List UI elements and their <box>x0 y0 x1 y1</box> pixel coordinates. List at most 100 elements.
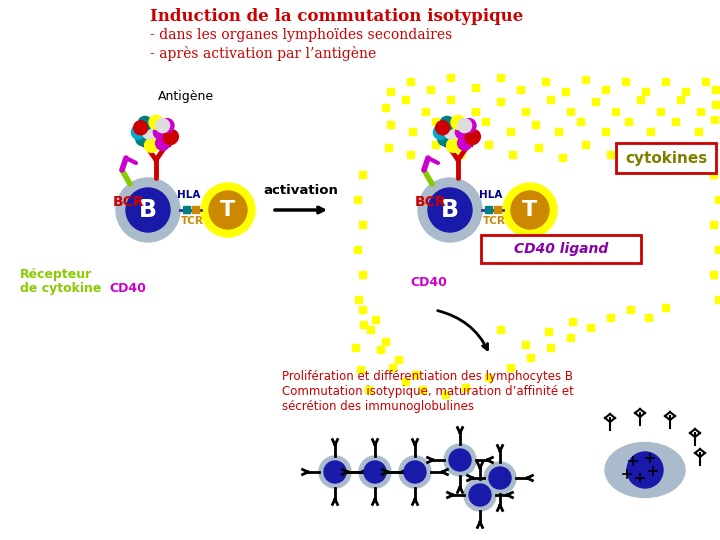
Circle shape <box>503 183 557 237</box>
Circle shape <box>143 125 156 139</box>
Circle shape <box>484 462 516 494</box>
Text: Commutation isotypique, maturation d’affinité et: Commutation isotypique, maturation d’aff… <box>282 385 574 398</box>
Bar <box>702 78 709 85</box>
Text: TCR: TCR <box>181 216 204 226</box>
Text: de cytokine: de cytokine <box>20 282 106 295</box>
Bar <box>582 141 589 148</box>
Text: BCR: BCR <box>113 195 145 209</box>
Circle shape <box>489 467 511 489</box>
Bar <box>607 314 614 321</box>
Bar <box>567 334 574 341</box>
Bar <box>432 118 439 125</box>
Text: CD40 ligand: CD40 ligand <box>514 242 608 256</box>
Circle shape <box>132 125 145 139</box>
Bar <box>545 328 552 335</box>
Text: T: T <box>523 200 538 220</box>
Bar <box>493 206 500 213</box>
Bar <box>710 271 717 278</box>
Bar <box>522 108 529 115</box>
Bar <box>472 84 479 91</box>
Bar <box>367 326 374 333</box>
Bar <box>559 154 566 161</box>
Text: Antigène: Antigène <box>158 90 214 103</box>
Bar <box>672 118 679 125</box>
Bar <box>507 128 514 135</box>
Bar <box>457 128 464 135</box>
Circle shape <box>433 125 447 139</box>
Bar <box>547 344 554 351</box>
Circle shape <box>462 119 476 133</box>
Bar <box>359 271 366 278</box>
Bar <box>592 98 599 105</box>
Bar <box>447 74 454 81</box>
Bar <box>462 384 469 391</box>
Bar <box>359 306 366 313</box>
Circle shape <box>455 125 469 139</box>
Bar <box>602 128 609 135</box>
Bar <box>710 221 717 228</box>
Circle shape <box>209 191 247 229</box>
Circle shape <box>465 131 480 145</box>
Bar <box>142 139 148 146</box>
Circle shape <box>145 138 158 152</box>
Text: Prolifération et différentiation des lymphocytes B: Prolifération et différentiation des lym… <box>282 370 573 383</box>
Bar <box>647 128 654 135</box>
Bar <box>527 354 534 361</box>
Bar <box>402 378 409 385</box>
Circle shape <box>359 456 391 488</box>
Circle shape <box>153 125 167 139</box>
Bar <box>357 366 364 373</box>
Bar <box>632 144 639 151</box>
Circle shape <box>149 116 163 129</box>
Circle shape <box>126 188 170 232</box>
Bar <box>535 144 542 151</box>
Circle shape <box>440 117 454 130</box>
Bar <box>412 371 419 378</box>
Circle shape <box>116 178 180 242</box>
Text: - après activation par l’antigène: - après activation par l’antigène <box>150 46 377 61</box>
Bar <box>657 154 664 161</box>
Text: cytokines: cytokines <box>625 151 707 165</box>
Bar <box>657 108 664 115</box>
Bar <box>711 116 718 123</box>
Bar <box>360 321 367 328</box>
Bar <box>509 151 516 158</box>
Bar <box>682 88 689 95</box>
Bar <box>372 316 379 323</box>
Bar <box>387 88 394 95</box>
Bar <box>482 118 489 125</box>
Circle shape <box>156 119 170 133</box>
Circle shape <box>436 121 449 135</box>
Circle shape <box>399 456 431 488</box>
Circle shape <box>438 132 452 146</box>
Bar <box>547 96 554 103</box>
Bar <box>517 86 524 93</box>
Circle shape <box>319 456 351 488</box>
Bar <box>622 78 629 85</box>
Bar <box>712 86 719 93</box>
Bar <box>715 246 720 253</box>
Bar <box>389 364 396 371</box>
Bar <box>427 86 434 93</box>
Bar <box>377 346 384 353</box>
Bar <box>382 338 389 345</box>
Bar <box>602 86 609 93</box>
Bar <box>507 364 514 371</box>
Bar <box>695 128 702 135</box>
Circle shape <box>444 125 459 139</box>
Bar <box>532 121 539 128</box>
Bar <box>192 206 199 213</box>
Text: BCR: BCR <box>415 195 446 209</box>
Bar <box>355 296 362 303</box>
Bar <box>497 98 504 105</box>
Circle shape <box>163 131 177 145</box>
Bar <box>712 101 719 108</box>
Circle shape <box>201 183 255 237</box>
Circle shape <box>451 116 465 129</box>
Ellipse shape <box>605 442 685 497</box>
Bar <box>627 306 634 313</box>
Bar <box>407 78 414 85</box>
Bar <box>542 78 549 85</box>
Text: TCR: TCR <box>483 216 506 226</box>
Circle shape <box>364 461 386 483</box>
